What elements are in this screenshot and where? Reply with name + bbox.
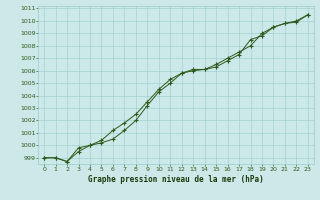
X-axis label: Graphe pression niveau de la mer (hPa): Graphe pression niveau de la mer (hPa) — [88, 175, 264, 184]
